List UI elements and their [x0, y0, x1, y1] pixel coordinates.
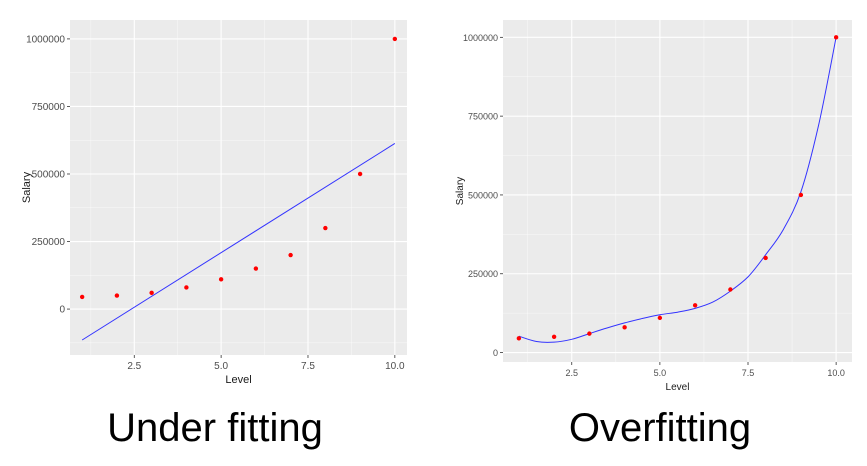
overfit-data-point — [587, 331, 592, 336]
underfit-data-point — [288, 252, 293, 258]
overfit-data-point — [728, 287, 733, 292]
underfit-data-point — [323, 225, 328, 231]
underfit-y-tick-label: 500000 — [32, 169, 66, 180]
overfit-y-tick-label: 500000 — [468, 190, 498, 200]
overfit-x-axis-title: Level — [666, 382, 690, 393]
overfit-y-tick-label: 0 — [493, 348, 498, 358]
underfit-x-axis-title: Level — [225, 374, 251, 386]
overfit-y-tick-label: 1000000 — [463, 33, 498, 43]
underfit-x-tick-label: 7.5 — [301, 361, 315, 372]
overfit-data-point — [798, 192, 804, 198]
overfit-data-point — [551, 334, 557, 339]
overfit-data-point — [692, 303, 698, 308]
overfit-data-point — [516, 336, 522, 341]
underfit-data-point — [184, 285, 189, 290]
underfit-data-point — [392, 36, 398, 42]
underfit-fit-line — [81, 143, 396, 341]
underfit-x-tick-label: 5.0 — [214, 361, 228, 372]
underfit-y-tick-label: 750000 — [32, 102, 66, 113]
underfit-x-tick-label: 10.0 — [385, 361, 405, 372]
underfit-y-tick-label: 1000000 — [26, 34, 65, 45]
overfit-x-tick-label: 10.0 — [827, 368, 845, 378]
underfit-data-point — [114, 293, 120, 298]
overfit-x-tick-label: 2.5 — [565, 368, 578, 378]
overfit-y-tick-label: 250000 — [468, 269, 498, 279]
overfit-plot-panel — [503, 20, 852, 362]
overfit-x-tick-label: 7.5 — [742, 368, 755, 378]
overfitting-caption: Overfitting — [568, 406, 752, 450]
underfit-y-tick-label: 250000 — [32, 237, 66, 248]
underfit-data-point — [79, 294, 85, 300]
underfitting-caption: Under fitting — [107, 406, 323, 450]
underfit-y-tick-label: 0 — [59, 305, 65, 316]
underfit-data-point — [253, 266, 259, 271]
underfit-data-point — [357, 171, 363, 177]
overfit-data-point — [763, 255, 768, 261]
overfit-y-axis-title: Salary — [455, 177, 466, 205]
underfitting-chart: 2.5 5.0 7.5 10.0 0 250000 500000 750000 1000000 L… — [21, 20, 407, 386]
overfit-fit-line — [518, 37, 837, 343]
overfitting-chart: 2.5 5.0 7.5 10.0 0 250000 500000 750000 1000000 L… — [455, 20, 852, 393]
underfit-data-point — [218, 277, 224, 282]
overfit-data-point — [622, 325, 627, 330]
overfit-data-point — [833, 35, 839, 40]
underfit-y-axis-title: Salary — [21, 171, 33, 203]
underfit-data-point — [149, 290, 154, 296]
underfit-plot-panel — [70, 20, 407, 355]
underfit-x-tick-label: 2.5 — [127, 361, 141, 372]
overfit-x-tick-label: 5.0 — [654, 368, 667, 378]
overfit-y-tick-label: 750000 — [468, 112, 498, 122]
overfit-data-point — [657, 315, 663, 321]
